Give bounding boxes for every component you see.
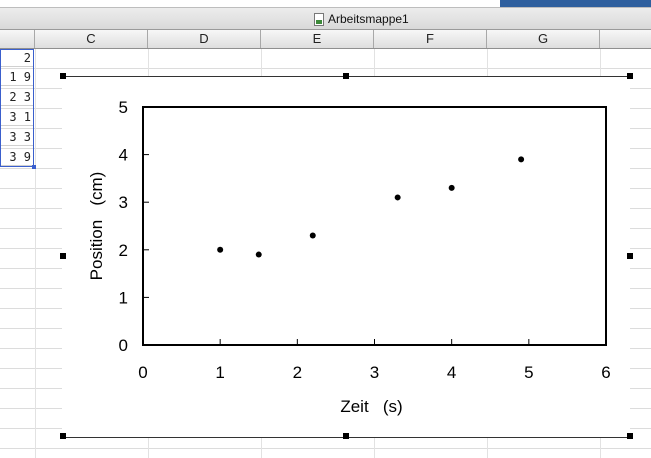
resize-handle-top-left[interactable] (60, 73, 66, 79)
column-header-d[interactable]: D (148, 30, 261, 48)
column-header-e[interactable]: E (261, 30, 374, 48)
resize-handle-top-right[interactable] (627, 73, 633, 79)
window-title: Arbeitsmappe1 (314, 11, 409, 27)
y-tick-label: 5 (119, 98, 128, 117)
x-tick-label: 6 (601, 363, 610, 382)
x-tick-label: 3 (370, 363, 379, 382)
scatter-chart: 0 1 2 3 4 5 6 0 1 2 3 4 5 Zeit (s) Position (cm) (87, 98, 611, 416)
resize-handle-bottom-left[interactable] (60, 433, 66, 439)
row-gridline (0, 448, 651, 449)
top-accent (500, 0, 651, 7)
resize-handle-left[interactable] (60, 253, 66, 259)
column-header-bar: C D E F G (0, 30, 651, 49)
x-tick-label: 4 (447, 363, 456, 382)
resize-handle-bottom-right[interactable] (627, 433, 633, 439)
data-point (518, 156, 525, 163)
cell-row-6[interactable]: 3 9 (0, 148, 34, 166)
column-header-c[interactable]: C (35, 30, 148, 48)
cell-row-3[interactable]: 2 3 (0, 88, 34, 106)
x-tick-label: 1 (215, 363, 224, 382)
resize-handle-right[interactable] (627, 253, 633, 259)
cell-row-5[interactable]: 3 3 (0, 128, 34, 146)
y-tick-label: 1 (119, 288, 128, 307)
data-point (255, 251, 262, 258)
x-tick-label: 0 (138, 363, 147, 382)
column-header-f[interactable]: F (374, 30, 487, 48)
plot-frame (142, 106, 607, 346)
data-point (217, 246, 224, 253)
y-tick-label: 3 (119, 193, 128, 212)
cell-row-2[interactable]: 1 9 (0, 68, 34, 86)
cell-row-4[interactable]: 3 1 (0, 108, 34, 126)
chart-object[interactable]: 0 1 2 3 4 5 6 0 1 2 3 4 5 Zeit (s) Position (cm) (62, 76, 630, 438)
row-gridline (0, 68, 651, 69)
data-point (448, 184, 455, 191)
y-tick-label: 0 (119, 336, 128, 355)
resize-handle-bottom[interactable] (343, 433, 349, 439)
x-tick-label: 2 (293, 363, 302, 382)
column-header-g[interactable]: G (487, 30, 600, 48)
column-header-stub[interactable] (0, 30, 35, 48)
title-bar[interactable]: Arbeitsmappe1 (0, 0, 651, 30)
resize-handle-top[interactable] (343, 73, 349, 79)
x-axis-label: Zeit (s) (340, 397, 402, 416)
cell-row-1[interactable]: 2 (0, 49, 34, 67)
document-icon (314, 12, 324, 26)
data-point (394, 194, 401, 201)
top-strip (0, 0, 651, 8)
data-point (309, 232, 316, 239)
column-gridline (35, 49, 36, 458)
top-field (0, 0, 501, 7)
y-tick-label: 4 (119, 146, 128, 165)
y-tick-label: 2 (119, 241, 128, 260)
window-title-text: Arbeitsmappe1 (328, 12, 409, 26)
fill-handle[interactable] (32, 165, 36, 169)
x-tick-label: 5 (524, 363, 533, 382)
y-axis-label: Position (cm) (87, 172, 106, 281)
